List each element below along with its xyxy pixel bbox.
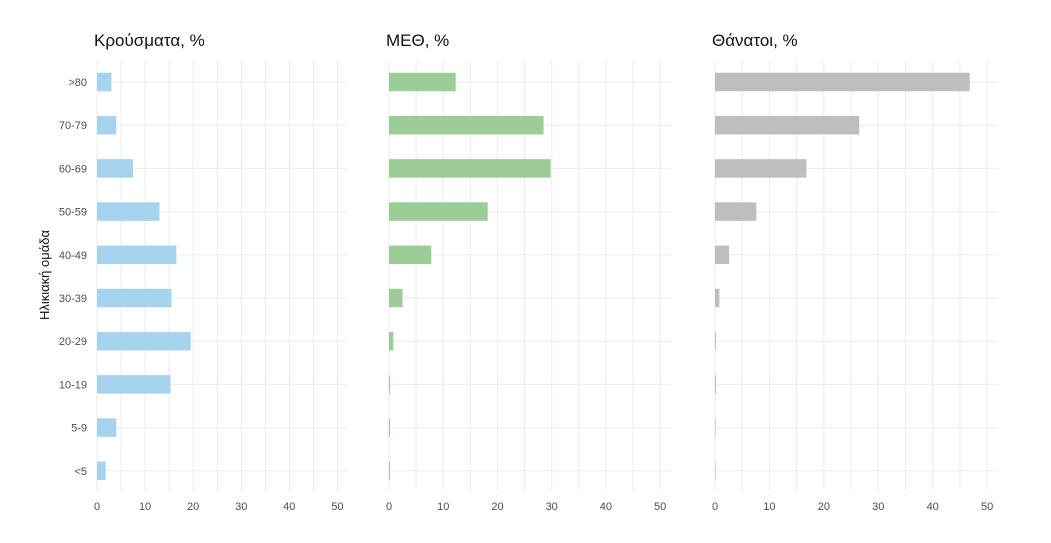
bar-over-80 — [97, 72, 112, 92]
panel-title: Κρούσματα, % — [94, 31, 205, 50]
x-tick-label: 20 — [818, 501, 830, 513]
bar-20-29 — [389, 331, 394, 351]
y-tick-label: 5-9 — [71, 423, 87, 435]
bar-under-5 — [389, 461, 390, 481]
y-tick-label: 30-39 — [59, 293, 87, 305]
bar-over-80 — [389, 72, 456, 92]
x-tick-label: 10 — [139, 501, 151, 513]
chart-panel-3: Θάνατοι, % 0 10 20 30 40 50 — [712, 31, 998, 513]
bar-70-79 — [715, 115, 860, 135]
x-tick-label: 40 — [927, 501, 939, 513]
bar-under-5 — [715, 461, 716, 481]
x-tick-label: 30 — [235, 501, 247, 513]
panel-title: Θάνατοι, % — [712, 31, 798, 50]
bar-60-69 — [715, 159, 807, 178]
bar-5-9 — [97, 418, 117, 437]
x-tick-label: 10 — [763, 501, 775, 513]
bar-10-19 — [389, 375, 391, 394]
bar-50-59 — [715, 202, 757, 221]
y-tick-label: 20-29 — [59, 336, 87, 348]
bar-60-69 — [389, 159, 551, 178]
y-axis-title: Ηλικιακή ομάδα — [37, 230, 52, 320]
bar-30-39 — [97, 288, 172, 308]
bar-50-59 — [389, 202, 488, 221]
bar-30-39 — [715, 288, 720, 308]
y-tick-label: 70-79 — [59, 120, 87, 132]
bar-70-79 — [389, 115, 544, 135]
bar-10-19 — [97, 375, 171, 394]
y-tick-label: 10-19 — [59, 379, 87, 391]
bar-5-9 — [715, 418, 716, 437]
bar-under-5 — [97, 461, 106, 481]
x-tick-label: 40 — [283, 501, 295, 513]
x-tick-label: 50 — [654, 501, 666, 513]
x-tick-label: 0 — [386, 501, 392, 513]
chart-panel-2: ΜΕΘ, % 0 10 20 30 40 50 — [386, 31, 671, 513]
x-tick-label: 10 — [437, 501, 449, 513]
bar-30-39 — [389, 288, 403, 308]
x-tick-label: 50 — [981, 501, 993, 513]
bar-over-80 — [715, 72, 970, 92]
x-tick-label: 50 — [331, 501, 343, 513]
bar-10-19 — [715, 375, 716, 394]
bar-40-49 — [389, 245, 432, 265]
panel-title: ΜΕΘ, % — [386, 31, 449, 50]
y-tick-label: 60-69 — [59, 163, 87, 175]
x-tick-label: 30 — [546, 501, 558, 513]
bar-60-69 — [97, 159, 134, 178]
bar-40-49 — [97, 245, 177, 265]
bar-70-79 — [97, 115, 117, 135]
y-tick-label: >80 — [68, 77, 87, 89]
bar-40-49 — [715, 245, 730, 265]
x-tick-label: 0 — [712, 501, 718, 513]
x-tick-label: 30 — [872, 501, 884, 513]
x-tick-label: 40 — [600, 501, 612, 513]
bar-20-29 — [715, 331, 716, 351]
bar-50-59 — [97, 202, 160, 221]
bar-20-29 — [97, 331, 191, 351]
x-tick-label: 0 — [94, 501, 100, 513]
y-tick-label: 50-59 — [59, 207, 87, 219]
x-tick-label: 20 — [187, 501, 199, 513]
y-tick-label: <5 — [74, 466, 87, 478]
x-tick-label: 20 — [491, 501, 503, 513]
chart-panel-1: Κρούσματα, % >80 70-79 60-69 50-59 40-49 30-39… — [59, 31, 347, 513]
y-tick-label: 40-49 — [59, 250, 87, 262]
bar-5-9 — [389, 418, 390, 437]
